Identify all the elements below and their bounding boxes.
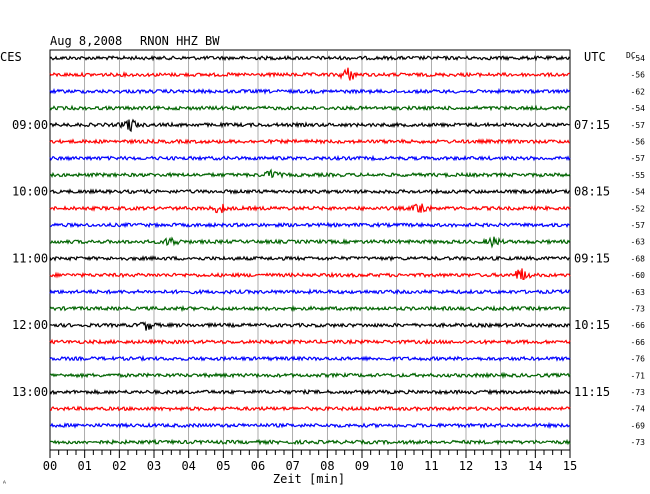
x-tick-label: 15 [563, 459, 577, 473]
x-tick-label: 14 [528, 459, 542, 473]
trace-group [49, 54, 571, 446]
x-tick-label: 03 [147, 459, 161, 473]
dc-offset-label: -69 [631, 421, 646, 430]
trace-line [49, 188, 571, 196]
x-tick-label: 06 [251, 459, 265, 473]
dc-offset-label: -73 [631, 305, 646, 314]
dc-offset-label: -62 [631, 87, 646, 96]
right-hour-label: 07:15 [574, 118, 610, 132]
grid-lines [84, 50, 536, 450]
x-tick-label: 00 [43, 459, 57, 473]
trace-line [49, 438, 571, 446]
left-time-zone-label: CES [0, 50, 22, 64]
right-hour-label: 11:15 [574, 385, 610, 399]
x-tick-label: 11 [424, 459, 438, 473]
trace-line [49, 255, 571, 262]
dc-offset-label: -57 [631, 121, 646, 130]
dc-offset-label: -74 [631, 405, 646, 414]
dc-offset-label: -66 [631, 338, 646, 347]
dc-offset-label: -57 [631, 221, 646, 230]
trace-line [49, 304, 571, 313]
dc-offset-label: -60 [631, 271, 646, 280]
right-time-zone-label: UTC [584, 50, 606, 64]
x-axis-title: Zeit [min] [273, 472, 345, 486]
trace-line [49, 371, 571, 380]
dc-offset-label: -56 [631, 71, 646, 80]
trace-line [49, 268, 571, 281]
trace-line [49, 118, 571, 133]
trace-line [49, 405, 571, 413]
trace-line [49, 321, 571, 331]
x-tick-label: 05 [216, 459, 230, 473]
plot-frame [49, 49, 571, 451]
trace-line [49, 54, 571, 62]
corner-glyph: ᴬ [2, 479, 7, 488]
left-hour-label: 09:00 [12, 118, 48, 132]
dc-offset-labels: -54 -56 -62 -54 -57 -56 -57 -55 -54 -52 -57 -63 -68 -… [631, 54, 646, 447]
x-axis: 00 01 02 03 04 05 06 07 08 09 10 11 12 13 14 15 [43, 449, 577, 473]
x-tick-label: 10 [389, 459, 403, 473]
right-hour-label: 08:15 [574, 185, 610, 199]
trace-line [49, 421, 571, 430]
dc-offset-label: -73 [631, 388, 646, 397]
x-tick-label: 08 [320, 459, 334, 473]
right-hour-label: 10:15 [574, 318, 610, 332]
dc-offset-label: -52 [631, 204, 646, 213]
x-tick-label: 09 [355, 459, 369, 473]
x-tick-label: 13 [493, 459, 507, 473]
trace-line [49, 236, 571, 249]
dc-label: DC [626, 51, 636, 60]
dc-offset-label: -68 [631, 254, 646, 263]
dc-offset-label: -66 [631, 321, 646, 330]
chart-date: Aug 8,2008 [50, 34, 122, 48]
dc-offset-label: -56 [631, 138, 646, 147]
dc-offset-label: -76 [631, 355, 646, 364]
trace-line [49, 288, 571, 296]
left-hour-label: 10:00 [12, 185, 48, 199]
trace-line [49, 168, 571, 179]
dc-offset-label: -54 [631, 104, 646, 113]
x-tick-label: 07 [285, 459, 299, 473]
x-tick-label: 01 [77, 459, 91, 473]
trace-line [49, 388, 571, 396]
right-hour-label: 09:15 [574, 251, 610, 265]
dc-offset-label: -63 [631, 288, 646, 297]
left-hour-labels: 09:00 10:00 11:00 12:00 13:00 [12, 118, 48, 399]
left-hour-label: 12:00 [12, 318, 48, 332]
dc-offset-label: -54 [631, 188, 646, 197]
trace-line [49, 354, 571, 363]
right-hour-labels: 07:15 08:15 09:15 10:15 11:15 [574, 118, 610, 399]
trace-line [49, 87, 571, 95]
dc-offset-label: -54 [631, 54, 646, 63]
x-tick-label: 04 [181, 459, 195, 473]
x-tick-label: 02 [112, 459, 126, 473]
dc-offset-label: -63 [631, 238, 646, 247]
dc-offset-label: -73 [631, 438, 646, 447]
trace-line [49, 221, 571, 229]
trace-line [49, 67, 571, 81]
chart-station: RNON HHZ BW [140, 34, 220, 48]
dc-offset-label: -55 [631, 171, 646, 180]
trace-line [49, 203, 571, 214]
trace-line [49, 154, 571, 162]
left-hour-label: 13:00 [12, 385, 48, 399]
left-hour-label: 11:00 [12, 251, 48, 265]
trace-line [49, 138, 571, 145]
trace-line [49, 338, 571, 346]
x-tick-label: 12 [459, 459, 473, 473]
dc-offset-label: -71 [631, 371, 646, 380]
trace-line [49, 104, 571, 112]
dc-offset-label: -57 [631, 154, 646, 163]
